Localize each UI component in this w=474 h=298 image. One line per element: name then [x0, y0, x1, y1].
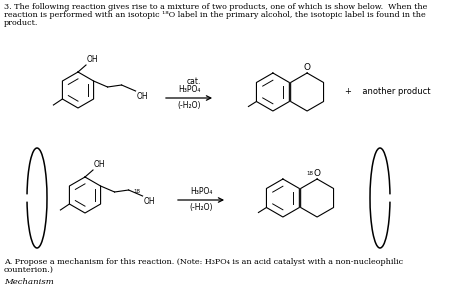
Text: OH: OH: [137, 92, 148, 101]
Text: (-H₂O): (-H₂O): [177, 101, 201, 110]
Text: 18: 18: [134, 189, 141, 194]
Text: (-H₂O): (-H₂O): [189, 203, 213, 212]
Text: OH: OH: [87, 55, 99, 64]
Text: reaction is performed with an isotopic ¹⁸O label in the primary alcohol, the iso: reaction is performed with an isotopic ¹…: [4, 11, 426, 19]
Text: Mechanism: Mechanism: [4, 278, 54, 286]
Text: H₃PO₄: H₃PO₄: [178, 85, 200, 94]
Text: 3. The following reaction gives rise to a mixture of two products, one of which : 3. The following reaction gives rise to …: [4, 3, 428, 11]
Text: H₃PO₄: H₃PO₄: [190, 187, 212, 196]
Text: product.: product.: [4, 19, 38, 27]
Text: +    another product: + another product: [345, 88, 430, 97]
Text: OH: OH: [144, 197, 155, 206]
Text: O: O: [304, 63, 310, 72]
Text: O: O: [314, 169, 320, 178]
Text: A. Propose a mechanism for this reaction. (Note: H₃PO₄ is an acid catalyst with : A. Propose a mechanism for this reaction…: [4, 258, 403, 266]
Text: OH: OH: [94, 160, 106, 169]
Text: 18: 18: [306, 171, 313, 176]
Text: counterion.): counterion.): [4, 266, 54, 274]
Text: cat.: cat.: [187, 77, 201, 86]
